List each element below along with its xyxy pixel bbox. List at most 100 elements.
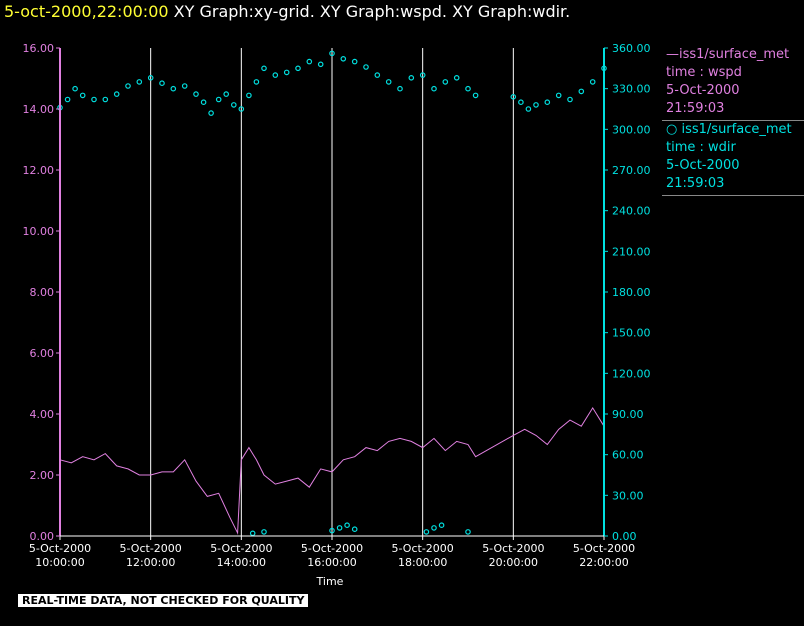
series-point-wdir	[351, 526, 358, 533]
series-point-wdir	[431, 85, 437, 92]
legend-wdir-source: iss1/surface_met	[681, 122, 792, 137]
series-point-wdir	[215, 96, 222, 103]
y-left-tick-label: 0.00	[30, 530, 55, 543]
series-point-wdir	[567, 96, 573, 103]
legend-entry-wdir: ○ iss1/surface_met time : wdir 5-Oct-200…	[662, 121, 804, 196]
x-tick-time: 16:00:00	[307, 556, 356, 569]
graph-title: 5-oct-2000,22:00:00 XY Graph:xy-grid. XY…	[4, 2, 570, 21]
series-point-wdir	[453, 75, 460, 81]
y-right-tick-label: 210.00	[612, 245, 651, 258]
y-left-tick-label: 6.00	[30, 347, 55, 360]
legend-wspd-source: iss1/surface_met	[679, 47, 790, 62]
y-left-tick-label: 12.00	[23, 164, 55, 177]
y-right-tick-label: 180.00	[612, 286, 651, 299]
series-point-wdir	[555, 92, 562, 99]
series-point-wdir	[72, 85, 78, 92]
series-point-wdir	[329, 527, 335, 534]
line-swatch-icon: —	[666, 47, 679, 62]
x-tick-time: 22:00:00	[579, 556, 628, 569]
series-point-wdir	[510, 94, 517, 100]
series-point-wdir	[181, 83, 188, 89]
series-point-wdir	[238, 106, 245, 112]
y-right-tick-label: 240.00	[612, 205, 651, 218]
axes-layer: 5-Oct-200010:00:005-Oct-200012:00:005-Oc…	[23, 42, 651, 569]
series-point-wdir	[344, 522, 350, 529]
series-point-wdir	[589, 79, 596, 85]
series-point-wdir	[397, 85, 403, 92]
series-point-wdir	[306, 58, 313, 65]
series-point-wdir	[340, 55, 347, 62]
x-tick-date: 5-Oct-2000	[210, 542, 272, 555]
series-point-wdir	[261, 529, 267, 535]
y-right-tick-label: 300.00	[612, 123, 651, 136]
legend-wspd-time: 21:59:03	[666, 101, 725, 116]
x-tick-time: 20:00:00	[489, 556, 538, 569]
series-point-wdir	[64, 96, 71, 103]
legend: —iss1/surface_met time : wspd 5-Oct-2000…	[662, 46, 804, 196]
series-point-wdir	[193, 91, 199, 97]
y-right-tick-label: 120.00	[612, 367, 651, 380]
series-point-wdir	[525, 106, 532, 112]
y-right-tick-label: 150.00	[612, 327, 651, 340]
series-point-wdir	[295, 65, 301, 72]
series-point-wdir	[544, 99, 551, 106]
series-point-wdir	[147, 75, 154, 81]
grid-lines	[59, 48, 605, 536]
series-point-wdir	[283, 69, 290, 76]
series-point-wdir	[261, 65, 267, 72]
series-point-wdir	[336, 525, 343, 531]
series-line-wspd	[59, 406, 605, 535]
series-point-wdir	[170, 85, 177, 92]
legend-wspd-field: time : wspd	[666, 65, 742, 80]
legend-wdir-date: 5-Oct-2000	[666, 158, 740, 173]
series-point-wdir	[431, 525, 437, 531]
x-axis-label: Time	[316, 575, 344, 588]
y-right-tick-label: 30.00	[612, 489, 644, 502]
series-point-wdir	[246, 92, 252, 99]
series-point-wdir	[329, 50, 335, 57]
x-tick-date: 5-Oct-2000	[482, 542, 544, 555]
legend-wdir-time: 21:59:03	[666, 176, 725, 191]
series-point-wdir	[363, 64, 369, 70]
series-point-wdir	[472, 92, 479, 99]
series-point-wdir	[419, 72, 426, 78]
series-point-wdir	[317, 61, 324, 68]
series-point-wdir	[438, 522, 445, 529]
x-tick-time: 10:00:00	[35, 556, 84, 569]
series-point-wdir	[351, 58, 358, 65]
series-point-wdir	[272, 72, 279, 78]
series-point-wdir	[374, 72, 381, 78]
series-point-wdir	[253, 79, 260, 85]
legend-entry-wspd: —iss1/surface_met time : wspd 5-Oct-2000…	[662, 46, 804, 121]
series-point-wdir	[79, 92, 86, 99]
y-right-tick-label: 60.00	[612, 449, 644, 462]
x-tick-date: 5-Oct-2000	[120, 542, 182, 555]
title-text: XY Graph:xy-grid. XY Graph:wspd. XY Grap…	[173, 2, 571, 21]
x-tick-date: 5-Oct-2000	[392, 542, 454, 555]
series-point-wdir	[159, 80, 165, 87]
series-point-wdir	[465, 529, 471, 535]
y-right-tick-label: 90.00	[612, 408, 644, 421]
x-tick-date: 5-Oct-2000	[573, 542, 635, 555]
y-left-tick-label: 16.00	[23, 42, 55, 55]
series-point-wdir	[533, 102, 539, 108]
series-point-wdir	[408, 75, 415, 81]
series-point-wdir	[465, 85, 471, 92]
x-tick-time: 14:00:00	[217, 556, 266, 569]
series-point-wdir	[385, 79, 392, 85]
y-left-tick-label: 10.00	[23, 225, 55, 238]
y-right-tick-label: 330.00	[612, 83, 651, 96]
series-point-wdir	[442, 79, 449, 85]
series-point-wdir	[125, 83, 131, 89]
legend-wspd-date: 5-Oct-2000	[666, 83, 740, 98]
x-tick-time: 12:00:00	[126, 556, 175, 569]
series-point-wdir	[231, 102, 237, 108]
series-point-wdir	[91, 96, 97, 103]
title-date: 5-oct-2000,22:00:00	[4, 2, 169, 21]
y-left-tick-label: 2.00	[30, 469, 55, 482]
series-point-wdir	[249, 530, 256, 537]
series-point-wdir	[518, 99, 524, 106]
series-point-wdir	[223, 91, 230, 97]
quality-warning: REAL-TIME DATA, NOT CHECKED FOR QUALITY	[18, 594, 309, 607]
